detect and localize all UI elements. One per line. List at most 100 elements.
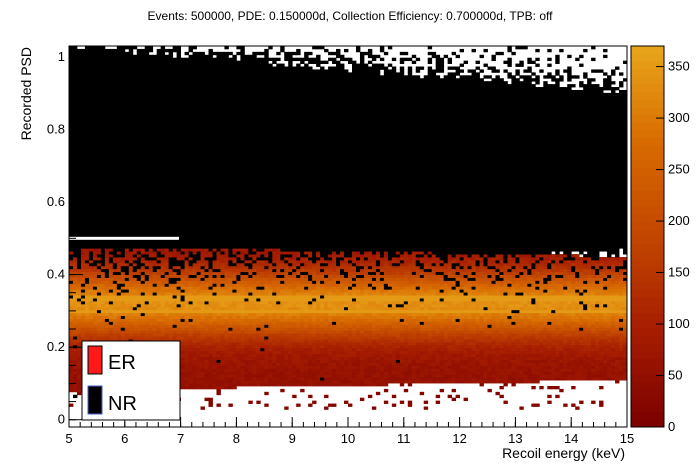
heatmap-cell (328, 368, 333, 372)
heatmap-cell (603, 321, 608, 325)
heatmap-cell (559, 289, 564, 293)
heatmap-cell (411, 327, 417, 331)
heatmap-cell (284, 380, 289, 384)
heatmap-cell (579, 400, 584, 404)
heatmap-cell (371, 377, 377, 381)
heatmap-cell (308, 377, 313, 381)
heatmap-cell (240, 292, 245, 296)
heatmap-cell (332, 344, 337, 349)
heatmap-cell (391, 380, 397, 384)
heatmap-cell (124, 318, 130, 322)
heatmap-cell (332, 339, 337, 343)
heatmap-cell (260, 347, 265, 352)
heatmap-cell (84, 315, 90, 319)
heatmap-cell (439, 312, 445, 317)
heatmap-cell (595, 353, 600, 358)
heatmap-cell (188, 295, 193, 299)
heatmap-cell (196, 371, 201, 375)
heatmap-cell (359, 356, 365, 360)
heatmap-cell (76, 356, 82, 360)
heatmap-cell (280, 374, 285, 378)
heatmap-cell (495, 327, 500, 331)
heatmap-cell (439, 365, 445, 369)
heatmap-cell (531, 356, 536, 360)
heatmap-cell (172, 300, 178, 305)
heatmap-cell (320, 342, 325, 346)
heatmap-cell (120, 309, 126, 314)
heatmap-cell (69, 388, 74, 393)
heatmap-cell (579, 374, 584, 378)
heatmap-cell (332, 365, 337, 369)
heatmap-cell (415, 315, 421, 319)
heatmap-cell (308, 303, 313, 308)
heatmap-cell (256, 350, 261, 355)
heatmap-cell (487, 374, 492, 378)
heatmap-cell (467, 298, 472, 302)
heatmap-cell (208, 303, 213, 308)
heatmap-cell (308, 312, 313, 317)
heatmap-cell (455, 353, 460, 358)
heatmap-cell (180, 295, 185, 299)
heatmap-cell (324, 344, 329, 349)
heatmap-cell (348, 374, 353, 378)
heatmap-cell (220, 309, 225, 314)
heatmap-cell (304, 368, 309, 372)
heatmap-cell (527, 359, 532, 363)
heatmap-cell (204, 327, 209, 331)
heatmap-cell (180, 339, 185, 343)
heatmap-cell (232, 327, 237, 331)
heatmap-cell (575, 300, 580, 305)
heatmap-cell (304, 339, 309, 343)
heatmap-cell (280, 300, 285, 305)
heatmap-cell (220, 289, 225, 293)
heatmap-cell (268, 292, 273, 296)
heatmap-cell (483, 327, 488, 331)
heatmap-cell (515, 339, 520, 343)
heatmap-cell (395, 300, 401, 305)
heatmap-cell (292, 289, 297, 293)
heatmap-cell (375, 286, 381, 290)
heatmap-cell (312, 342, 317, 346)
heatmap-cell (72, 394, 78, 399)
heatmap-cell (539, 374, 544, 378)
heatmap-cell (403, 324, 409, 328)
heatmap-cell (152, 289, 158, 293)
heatmap-cell (88, 289, 94, 293)
heatmap-cell (619, 362, 624, 366)
heatmap-cell (531, 336, 536, 340)
heatmap-cell (212, 339, 217, 343)
heatmap-cell (411, 306, 417, 311)
heatmap-cell (308, 333, 313, 337)
heatmap-cell (272, 289, 277, 293)
heatmap-cell (431, 330, 437, 334)
heatmap-cell (220, 353, 225, 358)
heatmap-cell (483, 365, 488, 369)
heatmap-cell (447, 324, 453, 328)
heatmap-cell (272, 371, 277, 375)
heatmap-cell (571, 312, 576, 317)
heatmap-cell (240, 371, 245, 375)
heatmap-cell (427, 339, 433, 343)
heatmap-cell (164, 303, 170, 308)
heatmap-cell (555, 292, 560, 296)
heatmap-cell (499, 394, 504, 399)
heatmap-cell (276, 374, 281, 378)
heatmap-cell (340, 368, 345, 372)
heatmap-cell (455, 306, 460, 311)
heatmap-cell (499, 321, 504, 325)
heatmap-cell (296, 356, 301, 360)
heatmap-cell (543, 350, 548, 355)
heatmap-cell (559, 298, 564, 302)
heatmap-cell (304, 380, 309, 384)
heatmap-cell (527, 380, 532, 384)
heatmap-cell (555, 377, 560, 381)
heatmap-cell (144, 303, 150, 308)
heatmap-cell (108, 327, 114, 331)
heatmap-cell (192, 383, 197, 387)
heatmap-cell (332, 321, 337, 325)
heatmap-cell (304, 371, 309, 375)
heatmap-cell (387, 374, 393, 378)
heatmap-cell (188, 321, 193, 325)
heatmap-cell (228, 298, 233, 302)
heatmap-cell (443, 283, 449, 287)
